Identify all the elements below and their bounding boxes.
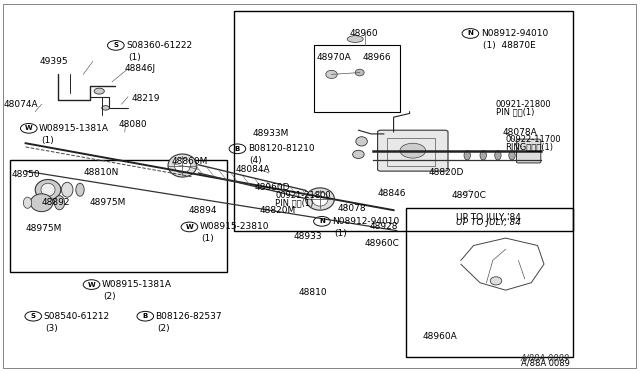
Text: (1): (1) [128, 53, 141, 62]
Text: W08915-1381A: W08915-1381A [39, 124, 109, 133]
Text: UP TO JULY,'84: UP TO JULY,'84 [456, 218, 521, 227]
Text: 48960D: 48960D [254, 183, 289, 192]
Ellipse shape [495, 151, 501, 160]
Text: PIN ピン(1): PIN ピン(1) [275, 198, 314, 207]
Text: 48975M: 48975M [26, 224, 62, 233]
Ellipse shape [61, 182, 73, 197]
Text: 48894: 48894 [189, 206, 218, 215]
Ellipse shape [464, 151, 470, 160]
Text: 48078: 48078 [338, 204, 367, 213]
Text: W: W [25, 125, 33, 131]
Circle shape [102, 106, 109, 110]
Text: 48975M: 48975M [90, 198, 126, 207]
Ellipse shape [31, 194, 53, 212]
Text: B: B [143, 313, 148, 319]
Text: (1): (1) [202, 234, 214, 243]
Text: (2): (2) [157, 324, 170, 333]
Text: 48933: 48933 [293, 232, 322, 241]
Ellipse shape [490, 277, 502, 285]
Text: S: S [113, 42, 118, 48]
Text: (2): (2) [104, 292, 116, 301]
Ellipse shape [480, 151, 486, 160]
Ellipse shape [312, 192, 328, 206]
Text: 00922-11700: 00922-11700 [506, 135, 561, 144]
Ellipse shape [326, 70, 337, 78]
Text: 48846: 48846 [378, 189, 406, 198]
Text: 48960C: 48960C [365, 239, 399, 248]
Text: (1): (1) [334, 229, 347, 238]
Text: (3): (3) [45, 324, 58, 333]
Text: W: W [186, 224, 193, 230]
Ellipse shape [400, 143, 426, 158]
Text: S08540-61212: S08540-61212 [44, 312, 109, 321]
Ellipse shape [76, 183, 84, 196]
Text: W08915-1381A: W08915-1381A [102, 280, 172, 289]
Text: 48960A: 48960A [422, 332, 457, 341]
Text: 48950: 48950 [12, 170, 40, 179]
Text: 48810N: 48810N [83, 169, 118, 177]
Text: 48084A: 48084A [236, 165, 270, 174]
Text: N08912-94010: N08912-94010 [481, 29, 548, 38]
Ellipse shape [355, 69, 364, 76]
Bar [234, 11, 573, 231]
FancyBboxPatch shape [516, 139, 541, 163]
Text: A/88A 0089: A/88A 0089 [521, 358, 570, 367]
Text: 48860M: 48860M [172, 157, 208, 166]
Ellipse shape [54, 196, 65, 210]
Bar [406, 208, 573, 357]
Text: 48970C: 48970C [451, 191, 486, 200]
Text: S: S [31, 313, 36, 319]
Text: B: B [235, 146, 240, 152]
Ellipse shape [174, 158, 191, 173]
Text: 48080: 48080 [118, 120, 147, 129]
Text: 48928: 48928 [370, 222, 399, 231]
Text: N: N [319, 218, 325, 224]
Text: PIN ピン(1): PIN ピン(1) [496, 107, 534, 116]
Text: S08360-61222: S08360-61222 [126, 41, 192, 50]
Bar [314, 45, 400, 112]
Text: 48966: 48966 [363, 53, 392, 62]
Text: 48078A: 48078A [502, 128, 537, 137]
Text: 48820M: 48820M [260, 206, 296, 215]
Text: (4): (4) [250, 156, 262, 165]
Circle shape [94, 88, 104, 94]
Text: N08912-94010: N08912-94010 [332, 217, 399, 226]
Ellipse shape [509, 151, 515, 160]
Text: 48219: 48219 [131, 94, 160, 103]
Text: 48970A: 48970A [316, 53, 351, 62]
Text: 00921-21800: 00921-21800 [275, 191, 331, 200]
Text: 48933M: 48933M [253, 129, 289, 138]
Text: 48846J: 48846J [125, 64, 156, 73]
Text: W08915-23810: W08915-23810 [200, 222, 269, 231]
Ellipse shape [353, 150, 364, 158]
Text: 00921-21800: 00921-21800 [496, 100, 552, 109]
Text: 48892: 48892 [42, 198, 70, 207]
Text: (1): (1) [41, 136, 54, 145]
Ellipse shape [35, 179, 61, 200]
Text: 48960: 48960 [349, 29, 378, 38]
Text: B08126-82537: B08126-82537 [156, 312, 222, 321]
Text: 49395: 49395 [40, 57, 68, 66]
Text: B08120-81210: B08120-81210 [248, 144, 314, 153]
FancyBboxPatch shape [378, 130, 448, 171]
Text: 48810: 48810 [299, 288, 328, 296]
Text: (1)  48870E: (1) 48870E [483, 41, 535, 50]
Ellipse shape [41, 183, 55, 196]
Text: W: W [88, 282, 95, 288]
Text: UP TO JULY,'84: UP TO JULY,'84 [456, 213, 521, 222]
Ellipse shape [306, 188, 334, 210]
Ellipse shape [24, 197, 32, 208]
Text: 48074A: 48074A [3, 100, 38, 109]
Ellipse shape [168, 154, 197, 177]
Text: RINGリング(1): RINGリング(1) [506, 142, 554, 151]
Text: A/88A 0089: A/88A 0089 [520, 354, 570, 363]
Ellipse shape [348, 36, 364, 42]
Text: N: N [467, 31, 474, 36]
Ellipse shape [356, 137, 367, 146]
Bar [10, 160, 227, 272]
Text: 48820D: 48820D [429, 169, 464, 177]
Bar [387, 138, 435, 166]
